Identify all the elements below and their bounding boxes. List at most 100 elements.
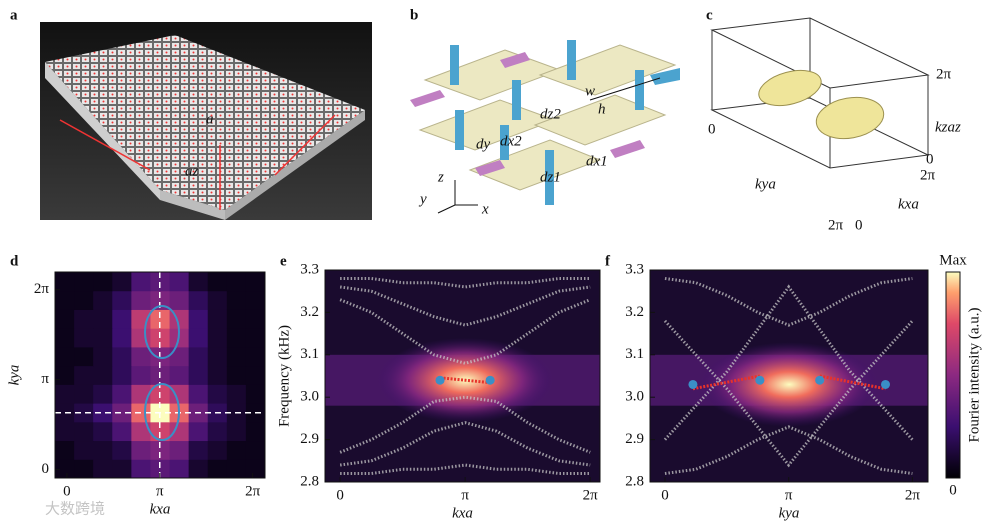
heatmap-cell xyxy=(112,309,132,329)
panel-label: c xyxy=(706,7,713,23)
heatmap-cell xyxy=(93,421,113,442)
annotation: dz1 xyxy=(540,169,561,185)
heatmap-cell xyxy=(55,365,75,385)
heatmap-cell xyxy=(93,384,113,404)
heatmap-cell xyxy=(93,309,113,329)
heatmap-cell xyxy=(207,421,228,442)
colorbar xyxy=(945,271,961,479)
heatmap-cell xyxy=(207,290,228,310)
heatmap-cell xyxy=(169,440,190,460)
band-line xyxy=(339,395,591,454)
annotation: h xyxy=(598,101,606,117)
heatmap-cell xyxy=(188,440,209,460)
panel-label: b xyxy=(410,7,418,23)
annotation: dx2 xyxy=(500,133,522,149)
point xyxy=(435,375,445,385)
heatmap-cell xyxy=(131,440,151,460)
heatmap-cell xyxy=(112,272,132,292)
tick-label: 0 xyxy=(926,151,934,167)
heatmap-cell xyxy=(207,328,228,348)
x-tick-label: π xyxy=(785,487,793,503)
heatmap-cell xyxy=(55,309,75,329)
point xyxy=(485,375,495,385)
heatmap-cell xyxy=(188,384,209,404)
point xyxy=(755,375,765,385)
heatmap-cell xyxy=(226,272,247,292)
heatmap-cell xyxy=(245,272,265,292)
x-tick-label: π xyxy=(156,483,164,499)
axis-label: x xyxy=(481,201,489,217)
y-tick-label: 3.0 xyxy=(625,389,644,405)
heatmap-cell xyxy=(112,459,132,478)
heatmap-cell xyxy=(55,346,75,367)
heatmap-cell xyxy=(245,421,265,442)
annotation: a xyxy=(206,111,214,127)
heatmap-cell xyxy=(112,384,132,404)
band-line xyxy=(339,285,591,327)
heatmap-cell xyxy=(74,272,94,292)
heatmap-cell xyxy=(150,440,171,460)
contours xyxy=(144,305,180,441)
heatmap-cell xyxy=(245,309,265,329)
heatmap-cell xyxy=(93,272,113,292)
heatmap-cell xyxy=(226,459,247,478)
axis-label: y xyxy=(418,191,427,207)
heatmap-cell xyxy=(188,272,209,292)
heatmap-cell xyxy=(188,290,209,310)
tick-label: 0 xyxy=(855,217,863,233)
plot-area xyxy=(325,270,600,482)
heatmap-cell xyxy=(207,384,228,404)
heatmap-cell xyxy=(207,272,228,292)
heatmap-cell xyxy=(188,459,209,478)
panel-label: f xyxy=(605,253,611,269)
heatmap-cell xyxy=(131,346,151,367)
heatmap-cell xyxy=(226,384,247,404)
band-line xyxy=(664,276,913,327)
y-tick-label: 3.0 xyxy=(300,389,319,405)
x-axis-label: kxa xyxy=(452,505,473,521)
fit-line xyxy=(692,374,886,391)
panel-label: e xyxy=(280,253,287,269)
heatmap-cell xyxy=(93,290,113,310)
heatmap-cell xyxy=(226,290,247,310)
annotation: dy xyxy=(476,136,491,152)
x-tick-label: π xyxy=(461,487,469,503)
x-axis-label: kxa xyxy=(150,501,171,517)
charts: 0 π 2π 0 π 2π d kxa kya 0 π 2π 2.8 2.9 3.0 3.1 3.2 3.3 e kx… xyxy=(6,253,929,521)
y-tick-label: 2.8 xyxy=(625,473,644,489)
heatmap-cell xyxy=(131,272,151,292)
y-tick-label: 3.3 xyxy=(625,261,644,277)
heatmap-cell xyxy=(226,440,247,460)
tick-label: 2π xyxy=(920,167,936,183)
heatmap-cell xyxy=(74,365,94,385)
heatmap-cell xyxy=(188,421,209,442)
heatmap-cell xyxy=(74,346,94,367)
heatmap-cell xyxy=(150,421,171,442)
heatmap-cell xyxy=(112,346,132,367)
panel-label: a xyxy=(10,7,18,23)
tick-label: 0 xyxy=(708,121,716,137)
tick-label: 2π xyxy=(936,66,952,82)
brillouin-box xyxy=(710,17,930,169)
heatmap-cell xyxy=(169,384,190,404)
heatmap-cell xyxy=(55,440,75,460)
heatmap-cell xyxy=(226,309,247,329)
heatmap-cell xyxy=(93,346,113,367)
axis-label: kya xyxy=(755,176,776,192)
y-tick-label: 2.9 xyxy=(300,431,319,447)
y-tick-label: 3.1 xyxy=(300,346,319,362)
x-tick-label: 2π xyxy=(245,483,261,499)
heatmap-cell xyxy=(74,384,94,404)
heatmap-cell xyxy=(169,272,190,292)
heatmap-cell xyxy=(74,403,94,423)
heatmap-cell xyxy=(112,290,132,310)
heatmap-cell xyxy=(150,272,171,292)
heatmap-cell xyxy=(245,440,265,460)
heatmap-cell xyxy=(226,346,247,367)
band-line xyxy=(664,425,913,476)
heatmap-cell xyxy=(245,384,265,404)
y-tick-label: π xyxy=(41,371,49,387)
x-tick-label: 2π xyxy=(905,487,921,503)
heatmap-cell xyxy=(112,421,132,442)
